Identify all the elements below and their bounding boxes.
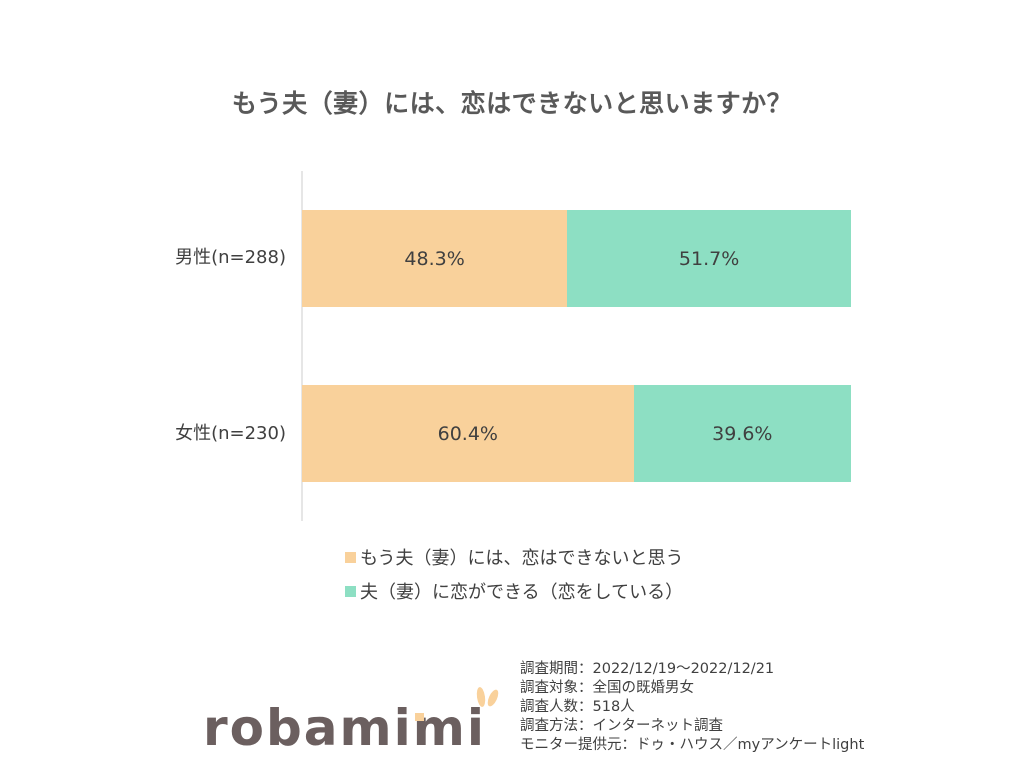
legend-label: もう夫（妻）には、恋はできないと思う: [360, 548, 684, 569]
row-label-female: 女性(n=230): [175, 423, 286, 444]
bar-male: 48.3% 51.7%: [302, 210, 851, 307]
bar-segment-cannot-love: 60.4%: [302, 385, 634, 482]
logo-ear-icon: [485, 688, 501, 708]
legend-swatch-icon: [345, 585, 356, 597]
legend-label: 夫（妻）に恋ができる（恋をしている）: [360, 582, 684, 603]
data-label: 48.3%: [404, 247, 465, 270]
bar-female: 60.4% 39.6%: [302, 385, 851, 482]
logo-dot-icon: [415, 713, 424, 721]
bar-segment-cannot-love: 48.3%: [302, 210, 568, 307]
category-axis-line: [301, 171, 303, 521]
data-label: 60.4%: [437, 422, 498, 445]
data-label: 39.6%: [712, 422, 773, 445]
legend-item-can-love: 夫（妻）に恋ができる（恋をしている）: [345, 574, 683, 608]
robamimi-logo: robamimi: [203, 686, 503, 763]
legend-swatch-icon: [345, 551, 356, 563]
bar-segment-can-love: 51.7%: [567, 210, 851, 307]
logo-text: robamimi: [203, 699, 487, 757]
chart-title: もう夫（妻）には、恋はできないと思いますか？: [231, 89, 793, 118]
note-survey-method: 調査方法：インターネット調査: [520, 718, 723, 734]
legend: もう夫（妻）には、恋はできないと思う 夫（妻）に恋ができる（恋をしている）: [345, 540, 683, 608]
survey-notes: 調査期間：2022/12/19～2022/12/21 調査対象：全国の既婚男女 …: [520, 660, 864, 755]
row-label-male: 男性(n=288): [175, 247, 286, 268]
data-label: 51.7%: [678, 247, 740, 270]
legend-item-cannot-love: もう夫（妻）には、恋はできないと思う: [345, 540, 683, 574]
bar-segment-can-love: 39.6%: [633, 385, 851, 482]
note-survey-count: 調査人数：518人: [520, 699, 635, 715]
note-monitor-provider: モニター提供元：ドゥ・ハウス／myアンケートlight: [520, 737, 865, 753]
note-survey-period: 調査期間：2022/12/19～2022/12/21: [520, 661, 775, 677]
note-survey-target: 調査対象：全国の既婚男女: [520, 680, 694, 696]
